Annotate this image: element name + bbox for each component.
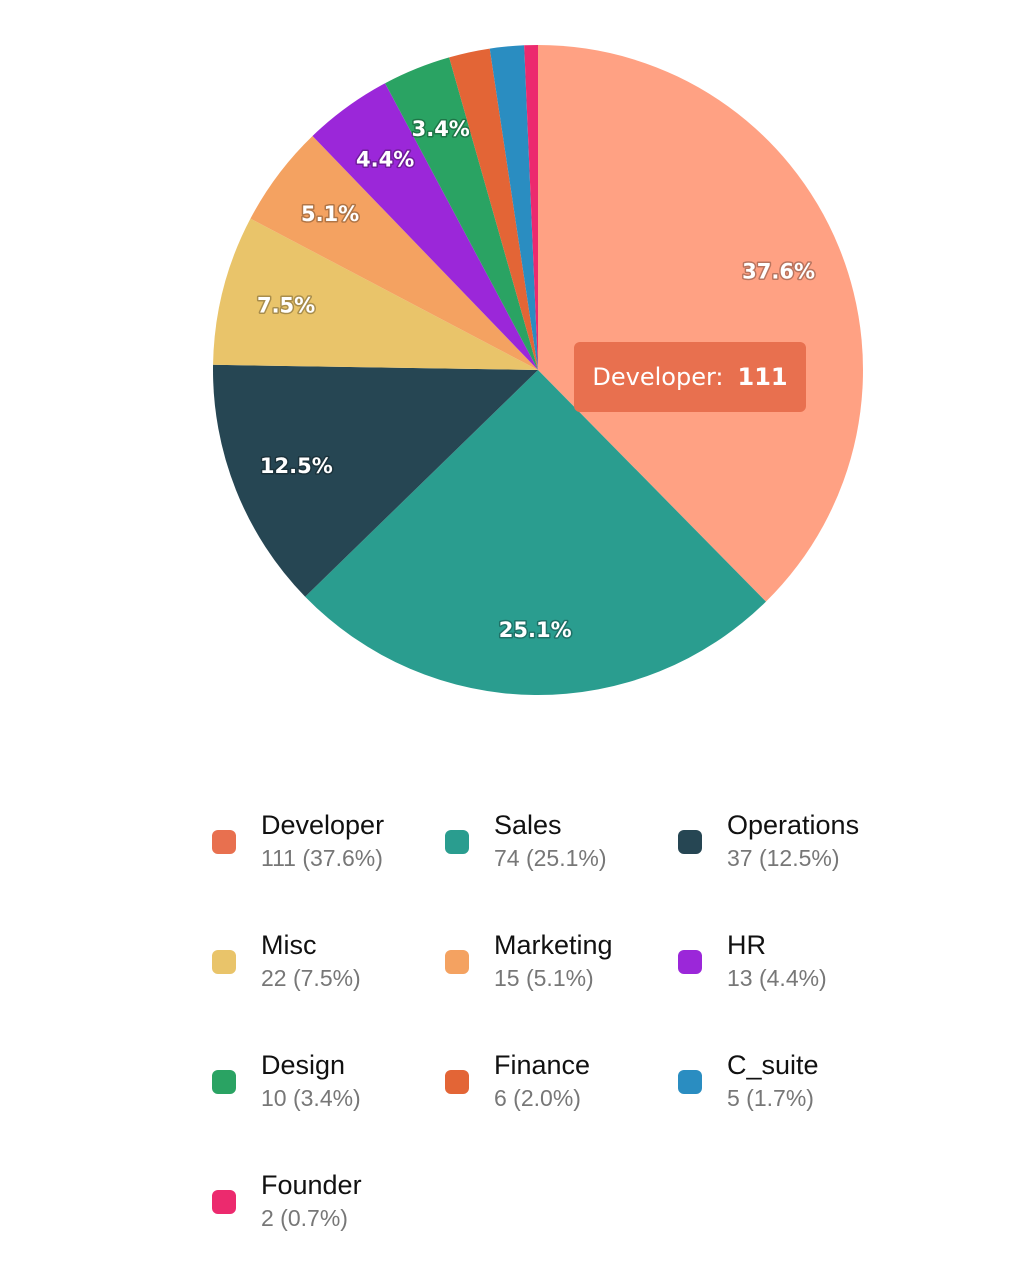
pie-slice-operations[interactable] — [212, 364, 538, 597]
pie-chart: 37.6% 25.1% 12.5% 7.5% 5.1% 4.4% 3.4% — [212, 45, 863, 695]
slice-percent-label: 12.5% — [260, 454, 333, 478]
slice-percent-label: 5.1% — [301, 202, 359, 226]
chart-legend: Developer 111 (37.6%) Sales 74 (25.1%) O… — [212, 808, 912, 1288]
pie-slice-founder[interactable] — [524, 45, 538, 370]
legend-label: Sales — [494, 810, 562, 840]
tooltip-name: Developer: — [592, 363, 724, 391]
legend-item-design[interactable]: Design 10 (3.4%) — [212, 1048, 445, 1168]
legend-value: 2 (0.7%) — [261, 1205, 348, 1231]
legend-label: C_suite — [727, 1050, 819, 1080]
slice-tooltip: Developer: 111 — [574, 342, 806, 412]
slice-percent-label: 4.4% — [356, 148, 414, 172]
legend-value: 13 (4.4%) — [727, 965, 827, 991]
legend-value: 10 (3.4%) — [261, 1085, 361, 1111]
legend-label: Misc — [261, 930, 317, 960]
legend-value: 74 (25.1%) — [494, 845, 607, 871]
legend-swatch — [678, 950, 702, 974]
legend-label: Finance — [494, 1050, 591, 1080]
legend-item-hr[interactable]: HR 13 (4.4%) — [678, 928, 911, 1048]
pie-slice-developer[interactable] — [538, 45, 863, 602]
legend-swatch — [212, 1190, 236, 1214]
pie-slice-c-suite[interactable] — [489, 45, 538, 370]
pie-slice-finance[interactable] — [449, 48, 538, 370]
slice-percent-label: 3.4% — [412, 117, 470, 141]
legend-swatch — [212, 950, 236, 974]
legend-label: HR — [727, 930, 766, 960]
tooltip-value: 111 — [737, 363, 788, 391]
legend-item-c-suite[interactable]: C_suite 5 (1.7%) — [678, 1048, 911, 1168]
pie-slice-hr[interactable] — [312, 83, 538, 370]
legend-swatch — [212, 1070, 236, 1094]
legend-label: Design — [261, 1050, 346, 1080]
legend-swatch — [445, 1070, 469, 1094]
legend-value: 6 (2.0%) — [494, 1085, 581, 1111]
legend-swatch — [678, 830, 702, 854]
legend-label: Developer — [261, 810, 385, 840]
legend-label: Marketing — [494, 930, 613, 960]
legend-swatch — [445, 830, 469, 854]
legend-swatch — [445, 950, 469, 974]
legend-item-founder[interactable]: Founder 2 (0.7%) — [212, 1168, 445, 1288]
pie-slice-misc[interactable] — [213, 218, 539, 370]
legend-label: Founder — [261, 1170, 362, 1200]
legend-value: 111 (37.6%) — [261, 845, 383, 871]
pie-slice-design[interactable] — [385, 57, 538, 371]
legend-value: 37 (12.5%) — [727, 845, 840, 871]
legend-item-operations[interactable]: Operations 37 (12.5%) — [678, 808, 911, 928]
legend-value: 15 (5.1%) — [494, 965, 594, 991]
slice-percent-label: 7.5% — [257, 294, 315, 318]
legend-value: 22 (7.5%) — [261, 965, 361, 991]
legend-item-marketing[interactable]: Marketing 15 (5.1%) — [445, 928, 678, 1048]
legend-item-misc[interactable]: Misc 22 (7.5%) — [212, 928, 445, 1048]
legend-swatch — [212, 830, 236, 854]
slice-percent-label: 25.1% — [499, 618, 572, 642]
slice-percent-label: 37.6% — [742, 259, 815, 283]
pie-slice-sales[interactable] — [305, 370, 766, 695]
legend-item-finance[interactable]: Finance 6 (2.0%) — [445, 1048, 678, 1168]
legend-item-sales[interactable]: Sales 74 (25.1%) — [445, 808, 678, 928]
legend-item-developer[interactable]: Developer 111 (37.6%) — [212, 808, 445, 928]
legend-swatch — [678, 1070, 702, 1094]
legend-label: Operations — [727, 810, 860, 840]
legend-value: 5 (1.7%) — [727, 1085, 814, 1111]
pie-slice-marketing[interactable] — [250, 135, 538, 370]
